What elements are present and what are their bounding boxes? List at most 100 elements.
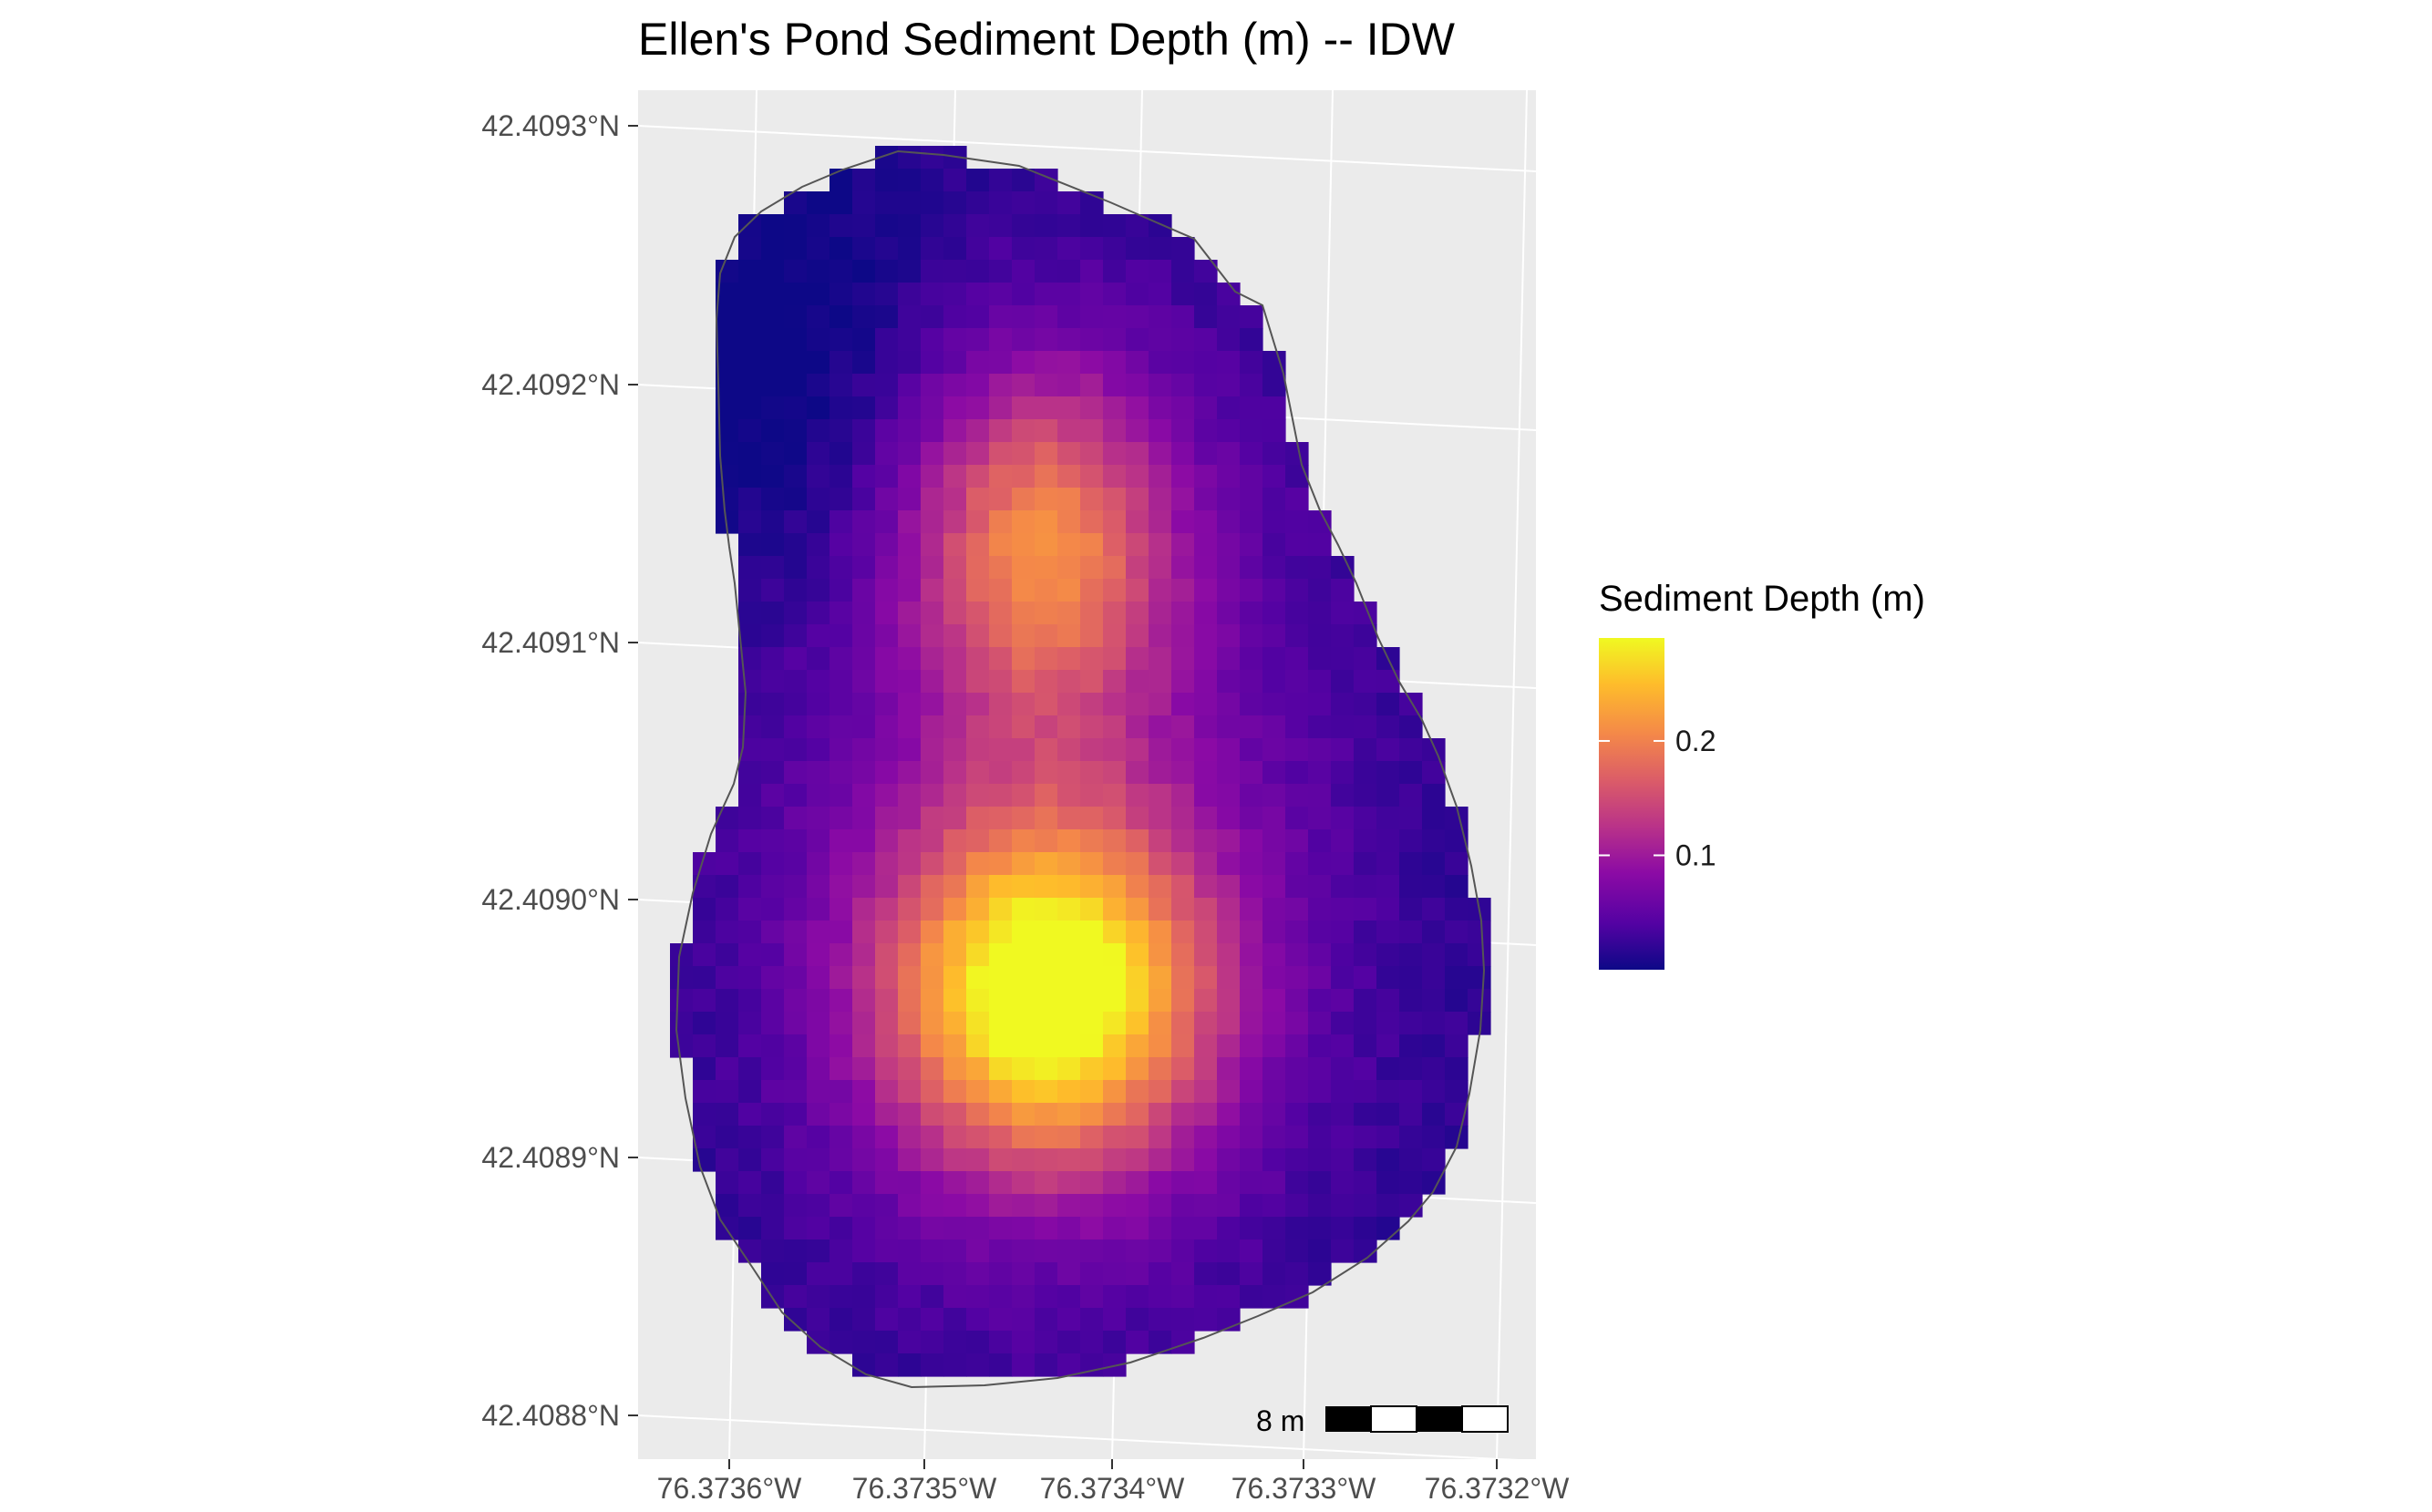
raster-cell	[738, 807, 762, 830]
raster-cell	[1171, 761, 1195, 785]
raster-cell	[1376, 943, 1400, 967]
raster-cell	[1171, 305, 1195, 329]
raster-cell	[1012, 1034, 1036, 1058]
raster-cell	[1262, 943, 1286, 967]
raster-cell	[1057, 852, 1081, 876]
raster-cell	[1171, 1194, 1195, 1218]
raster-cell	[1262, 1148, 1286, 1172]
raster-cell	[1217, 305, 1241, 329]
raster-cell	[1262, 1194, 1286, 1218]
raster-cell	[761, 510, 785, 534]
raster-cell	[784, 693, 808, 716]
raster-cell	[1399, 921, 1423, 944]
raster-cell	[921, 556, 944, 580]
raster-cell	[966, 738, 990, 762]
x-tick-label: 76.3735°W	[852, 1472, 997, 1505]
y-tick-label: 42.4088°N	[481, 1399, 620, 1432]
raster-cell	[852, 875, 876, 899]
raster-cell	[1240, 715, 1263, 739]
raster-cell	[1285, 1057, 1309, 1081]
raster-cell	[875, 1148, 899, 1172]
raster-cell	[1399, 1126, 1423, 1149]
raster-cell	[989, 921, 1013, 944]
raster-cell	[921, 169, 944, 192]
raster-cell	[1285, 1285, 1309, 1309]
raster-cell	[807, 1012, 830, 1035]
raster-cell	[1057, 556, 1081, 580]
raster-cell	[784, 260, 808, 283]
raster-cell	[738, 761, 762, 785]
raster-cell	[1331, 715, 1355, 739]
raster-cell	[966, 1080, 990, 1104]
raster-cell	[1240, 328, 1263, 352]
raster-cell	[1080, 1148, 1104, 1172]
raster-cell	[807, 488, 830, 511]
raster-cell	[875, 829, 899, 853]
raster-cell	[1149, 419, 1172, 443]
raster-cell	[1194, 624, 1218, 648]
raster-cell	[1240, 921, 1263, 944]
raster-cell	[989, 761, 1013, 785]
raster-cell	[784, 784, 808, 807]
raster-cell	[1308, 693, 1332, 716]
raster-cell	[1126, 761, 1149, 785]
raster-cell	[1240, 396, 1263, 420]
raster-cell	[716, 943, 739, 967]
raster-cell	[989, 602, 1013, 625]
raster-cell	[1171, 1012, 1195, 1035]
raster-cell	[830, 647, 853, 671]
raster-cell	[1354, 1217, 1377, 1240]
raster-cell	[875, 784, 899, 807]
raster-cell	[807, 761, 830, 785]
raster-cell	[1012, 989, 1036, 1013]
raster-cell	[1217, 647, 1241, 671]
raster-cell	[1194, 556, 1218, 580]
raster-cell	[898, 1239, 922, 1263]
raster-cell	[1194, 283, 1218, 306]
raster-cell	[1422, 921, 1446, 944]
raster-cell	[784, 1034, 808, 1058]
raster-cell	[830, 442, 853, 466]
raster-cell	[1194, 807, 1218, 830]
raster-cell	[943, 875, 967, 899]
raster-cell	[761, 1057, 785, 1081]
raster-cell	[989, 442, 1013, 466]
raster-cell	[830, 670, 853, 694]
raster-cell	[1035, 1034, 1058, 1058]
raster-cell	[1035, 852, 1058, 876]
raster-cell	[921, 488, 944, 511]
raster-cell	[1262, 579, 1286, 602]
raster-cell	[989, 283, 1013, 306]
raster-cell	[966, 556, 990, 580]
raster-cell	[1262, 852, 1286, 876]
y-tick-label: 42.4091°N	[481, 626, 620, 659]
raster-cell	[1354, 784, 1377, 807]
raster-cell	[966, 260, 990, 283]
raster-cell	[807, 989, 830, 1013]
raster-cell	[921, 1285, 944, 1309]
raster-cell	[1308, 510, 1332, 534]
raster-cell	[738, 305, 762, 329]
raster-cell	[1035, 351, 1058, 375]
raster-cell	[1171, 374, 1195, 397]
raster-cell	[1080, 328, 1104, 352]
raster-cell	[1171, 1034, 1195, 1058]
raster-cell	[989, 784, 1013, 807]
raster-cell	[852, 1103, 876, 1126]
raster-cell	[1149, 1262, 1172, 1286]
raster-cell	[1035, 533, 1058, 557]
raster-cell	[943, 351, 967, 375]
raster-cell	[1057, 1171, 1081, 1195]
raster-cell	[761, 829, 785, 853]
raster-cell	[1285, 1217, 1309, 1240]
raster-cell	[943, 374, 967, 397]
raster-cell	[1149, 1012, 1172, 1035]
raster-cell	[1399, 784, 1423, 807]
raster-cell	[1057, 1353, 1081, 1377]
raster-cell	[852, 579, 876, 602]
raster-cell	[1285, 715, 1309, 739]
raster-cell	[807, 943, 830, 967]
raster-cell	[966, 305, 990, 329]
raster-cell	[966, 396, 990, 420]
raster-cell	[1262, 647, 1286, 671]
